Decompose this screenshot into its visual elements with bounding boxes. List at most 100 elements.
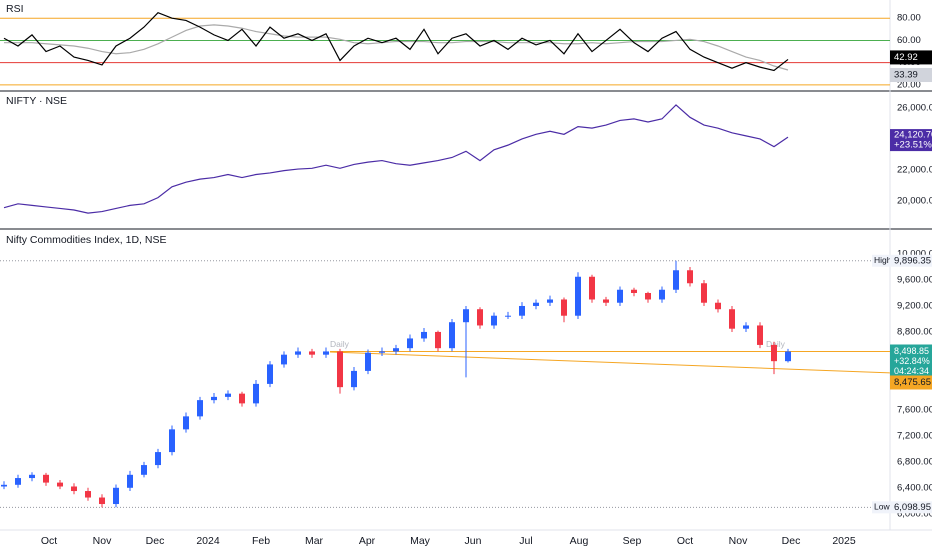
- x-tick-label: Jun: [465, 535, 482, 547]
- candle-body: [197, 400, 203, 417]
- candle-body: [211, 396, 217, 401]
- y-tick-label: 80.00: [897, 13, 921, 24]
- pane-title: RSI: [6, 3, 24, 15]
- y-tick-label: 20.00: [897, 79, 921, 90]
- x-tick-label: 2025: [832, 535, 856, 547]
- candle-body: [729, 309, 735, 329]
- x-tick-label: Dec: [782, 535, 801, 547]
- x-tick-label: Nov: [93, 535, 112, 547]
- candle-body: [393, 348, 399, 352]
- candle-body: [15, 478, 21, 485]
- candle-body: [281, 354, 287, 365]
- candle-body: [295, 351, 301, 355]
- x-tick-label: May: [410, 535, 431, 547]
- x-tick-label: Oct: [41, 535, 57, 547]
- value-label-box: [890, 129, 932, 152]
- x-tick-label: Oct: [677, 535, 693, 547]
- y-tick-label: 8,800.00: [897, 326, 932, 337]
- candle-body: [743, 325, 749, 329]
- y-tick-label: 7,200.00: [897, 430, 932, 441]
- candle-body: [435, 331, 441, 349]
- value-label: 42.92: [894, 52, 918, 63]
- candle-body: [239, 393, 245, 404]
- y-tick-label: 7,600.00: [897, 404, 932, 415]
- y-tick-label: 6,400.00: [897, 482, 932, 493]
- x-tick-label: Jul: [519, 535, 532, 547]
- candle-body: [309, 351, 315, 355]
- last-price-label: 04:24:34: [894, 366, 929, 376]
- candle-body: [127, 474, 133, 488]
- value-label: 24,120.70: [894, 130, 932, 141]
- x-tick-label: Nov: [729, 535, 748, 547]
- candle-body: [449, 322, 455, 349]
- candle-body: [687, 270, 693, 284]
- last-price-label: +32.84%: [894, 356, 930, 366]
- candle-body: [673, 270, 679, 290]
- candle-body: [99, 497, 105, 505]
- y-tick-label: 26,000.00: [897, 103, 932, 114]
- last-price-label: 8,498.85: [894, 346, 929, 356]
- value-label-box: [890, 50, 932, 65]
- value-label: 33.39: [894, 70, 918, 81]
- candle-body: [337, 351, 343, 388]
- candle-body: [785, 351, 791, 362]
- x-tick-label: Apr: [359, 535, 376, 547]
- y-tick-label: 9,600.00: [897, 275, 932, 286]
- candle-body: [379, 351, 385, 353]
- extreme-tag-box: [872, 254, 890, 267]
- candle-body: [407, 338, 413, 349]
- extreme-tag-box: [872, 501, 890, 514]
- candle-body: [519, 305, 525, 316]
- candle-body: [463, 309, 469, 323]
- extreme-value: 9,896.35: [894, 255, 931, 266]
- y-tick-label: 22,000.00: [897, 164, 932, 175]
- candle-body: [771, 344, 777, 362]
- trend-value-label-box: [890, 375, 932, 390]
- candle-body: [575, 276, 581, 316]
- candle-body: [701, 283, 707, 303]
- y-tick-label: 60.00: [897, 35, 921, 46]
- extreme-value: 6,098.95: [894, 502, 931, 513]
- candle-body: [29, 474, 35, 479]
- trend-line: [329, 351, 891, 374]
- candle-body: [505, 315, 511, 317]
- candle-body: [421, 331, 427, 339]
- extreme-value-box: [890, 254, 932, 267]
- candle-body: [351, 370, 357, 388]
- candle-body: [141, 465, 147, 475]
- x-tick-label: Dec: [146, 535, 165, 547]
- x-tick-label: Aug: [570, 535, 589, 547]
- candle-body: [169, 429, 175, 453]
- candle-body: [365, 352, 371, 371]
- y-tick-label: 9,200.00: [897, 300, 932, 311]
- candle-body: [659, 289, 665, 300]
- candle-body: [491, 315, 497, 326]
- candle-body: [155, 452, 161, 466]
- candle-body: [1, 484, 7, 487]
- candle-body: [85, 491, 91, 498]
- candle-body: [631, 289, 637, 293]
- candle-body: [561, 299, 567, 316]
- x-tick-label: Feb: [252, 535, 270, 547]
- line-label: Daily: [766, 339, 786, 349]
- x-tick-label: 2024: [196, 535, 220, 547]
- price-line: [3, 104, 789, 214]
- candle-body: [617, 289, 623, 303]
- candle-body: [253, 383, 259, 404]
- extreme-value-box: [890, 501, 932, 514]
- candle-body: [533, 302, 539, 306]
- candle-body: [645, 292, 651, 300]
- candle-body: [113, 487, 119, 505]
- last-price-box: [890, 344, 932, 376]
- pane-title: Nifty Commodities Index, 1D, NSE: [6, 234, 166, 246]
- candle-body: [603, 299, 609, 303]
- candle-body: [757, 325, 763, 345]
- candle-body: [589, 276, 595, 300]
- x-tick-label: Sep: [623, 535, 642, 547]
- y-tick-label: 20,000.00: [897, 195, 932, 206]
- value-label-box: [890, 68, 932, 83]
- extreme-tag: Low: [874, 502, 890, 512]
- candle-body: [267, 364, 273, 384]
